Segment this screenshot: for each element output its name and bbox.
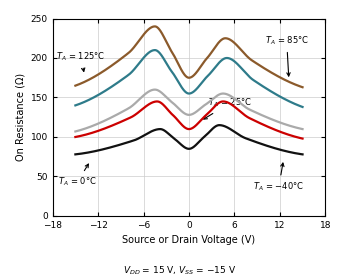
Text: $T_A$ = 25°C: $T_A$ = 25°C — [204, 97, 252, 119]
Text: $T_A$ = 85°C: $T_A$ = 85°C — [265, 34, 309, 76]
X-axis label: Source or Drain Voltage (V): Source or Drain Voltage (V) — [122, 235, 255, 245]
Text: $T_A$ = 0°C: $T_A$ = 0°C — [58, 164, 97, 188]
Text: $T_A$ = −40°C: $T_A$ = −40°C — [253, 163, 304, 193]
Text: $T_A$ = 125°C: $T_A$ = 125°C — [56, 50, 106, 71]
Y-axis label: On Resistance (Ω): On Resistance (Ω) — [15, 73, 25, 161]
Text: $V_{DD}$ = 15 V, $V_{SS}$ = $-$15 V: $V_{DD}$ = 15 V, $V_{SS}$ = $-$15 V — [123, 265, 237, 277]
